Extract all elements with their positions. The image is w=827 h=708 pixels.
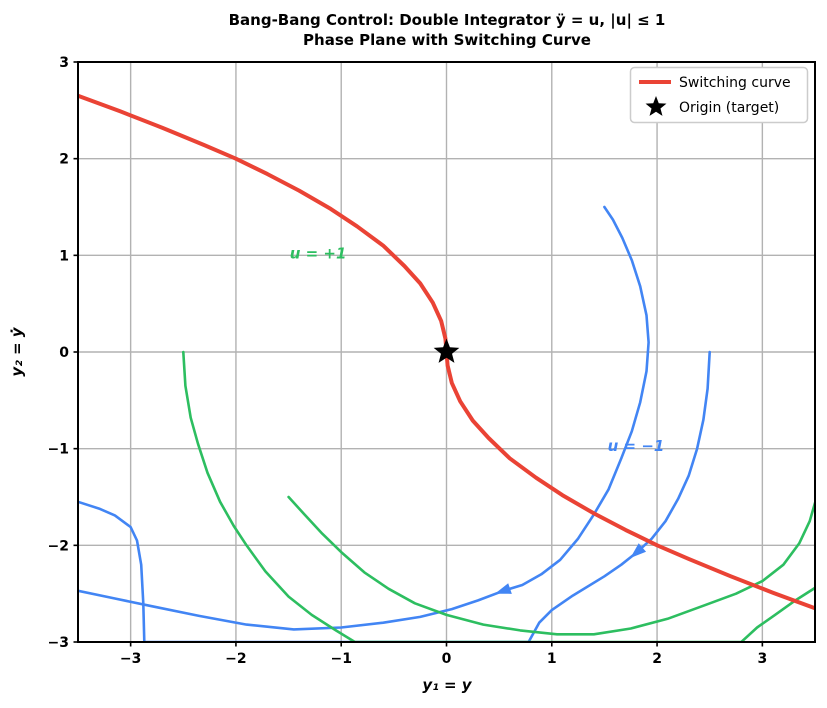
- x-tick-label: −2: [225, 651, 246, 667]
- trajectory-u-plus-1-b-line: [287, 495, 815, 636]
- legend-origin-star-icon: [645, 96, 667, 116]
- x-tick-label: 1: [547, 651, 557, 667]
- y-tick-label: 2: [59, 152, 69, 168]
- y-axis-label: y₂ = ẏ: [8, 326, 26, 376]
- chart-title-line2: Phase Plane with Switching Curve: [303, 31, 591, 49]
- chart-title-line1: Bang-Bang Control: Double Integrator ÿ =…: [229, 11, 666, 30]
- y-tick-label: −3: [48, 635, 69, 651]
- y-tick-label: 0: [59, 345, 69, 361]
- origin-target-star-marker: [433, 338, 460, 363]
- x-tick-label: 3: [757, 651, 767, 667]
- y-tick-label: −1: [48, 442, 69, 458]
- y-tick-label: 3: [59, 55, 69, 71]
- x-tick-label: 0: [442, 651, 452, 667]
- trajectory-u-minus-1-a-line: [78, 350, 712, 642]
- marker-layer: [433, 338, 460, 363]
- labels-layer: Bang-Bang Control: Double Integrator ÿ =…: [8, 11, 665, 694]
- x-axis-label: y₁ = y: [422, 676, 472, 694]
- tick-layer: −3 −2 −1 0 1 2 3 3 2 1 0 −1 −2 −3: [48, 55, 768, 667]
- control-region-annotation: u = −1: [608, 437, 665, 455]
- x-tick-label: −1: [330, 651, 351, 667]
- legend: Switching curve Origin (target): [629, 66, 809, 124]
- y-tick-label: −2: [48, 538, 69, 554]
- curves-layer: [78, 93, 815, 642]
- legend-box: [629, 66, 809, 124]
- legend-label-switching-curve: Switching curve: [679, 75, 791, 91]
- trajectory-direction-arrow-icon: [630, 543, 647, 559]
- trajectory-direction-arrow-icon: [494, 583, 512, 594]
- trajectory-u-plus-1-a-line: [182, 350, 815, 642]
- annotation-layer: u = +1 u = −1: [290, 244, 665, 454]
- legend-label-origin-target: Origin (target): [679, 100, 779, 116]
- y-tick-label: 1: [59, 248, 69, 264]
- x-tick-label: 2: [652, 651, 662, 667]
- control-region-annotation: u = +1: [290, 244, 347, 262]
- trajectory-u-minus-1-b-line: [78, 205, 650, 631]
- x-tick-label: −3: [120, 651, 141, 667]
